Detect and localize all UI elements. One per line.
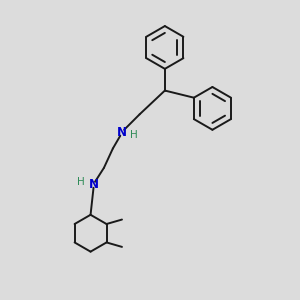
Text: H: H	[130, 130, 138, 140]
Text: H: H	[77, 177, 85, 187]
Text: N: N	[117, 126, 127, 139]
Text: N: N	[88, 178, 98, 191]
